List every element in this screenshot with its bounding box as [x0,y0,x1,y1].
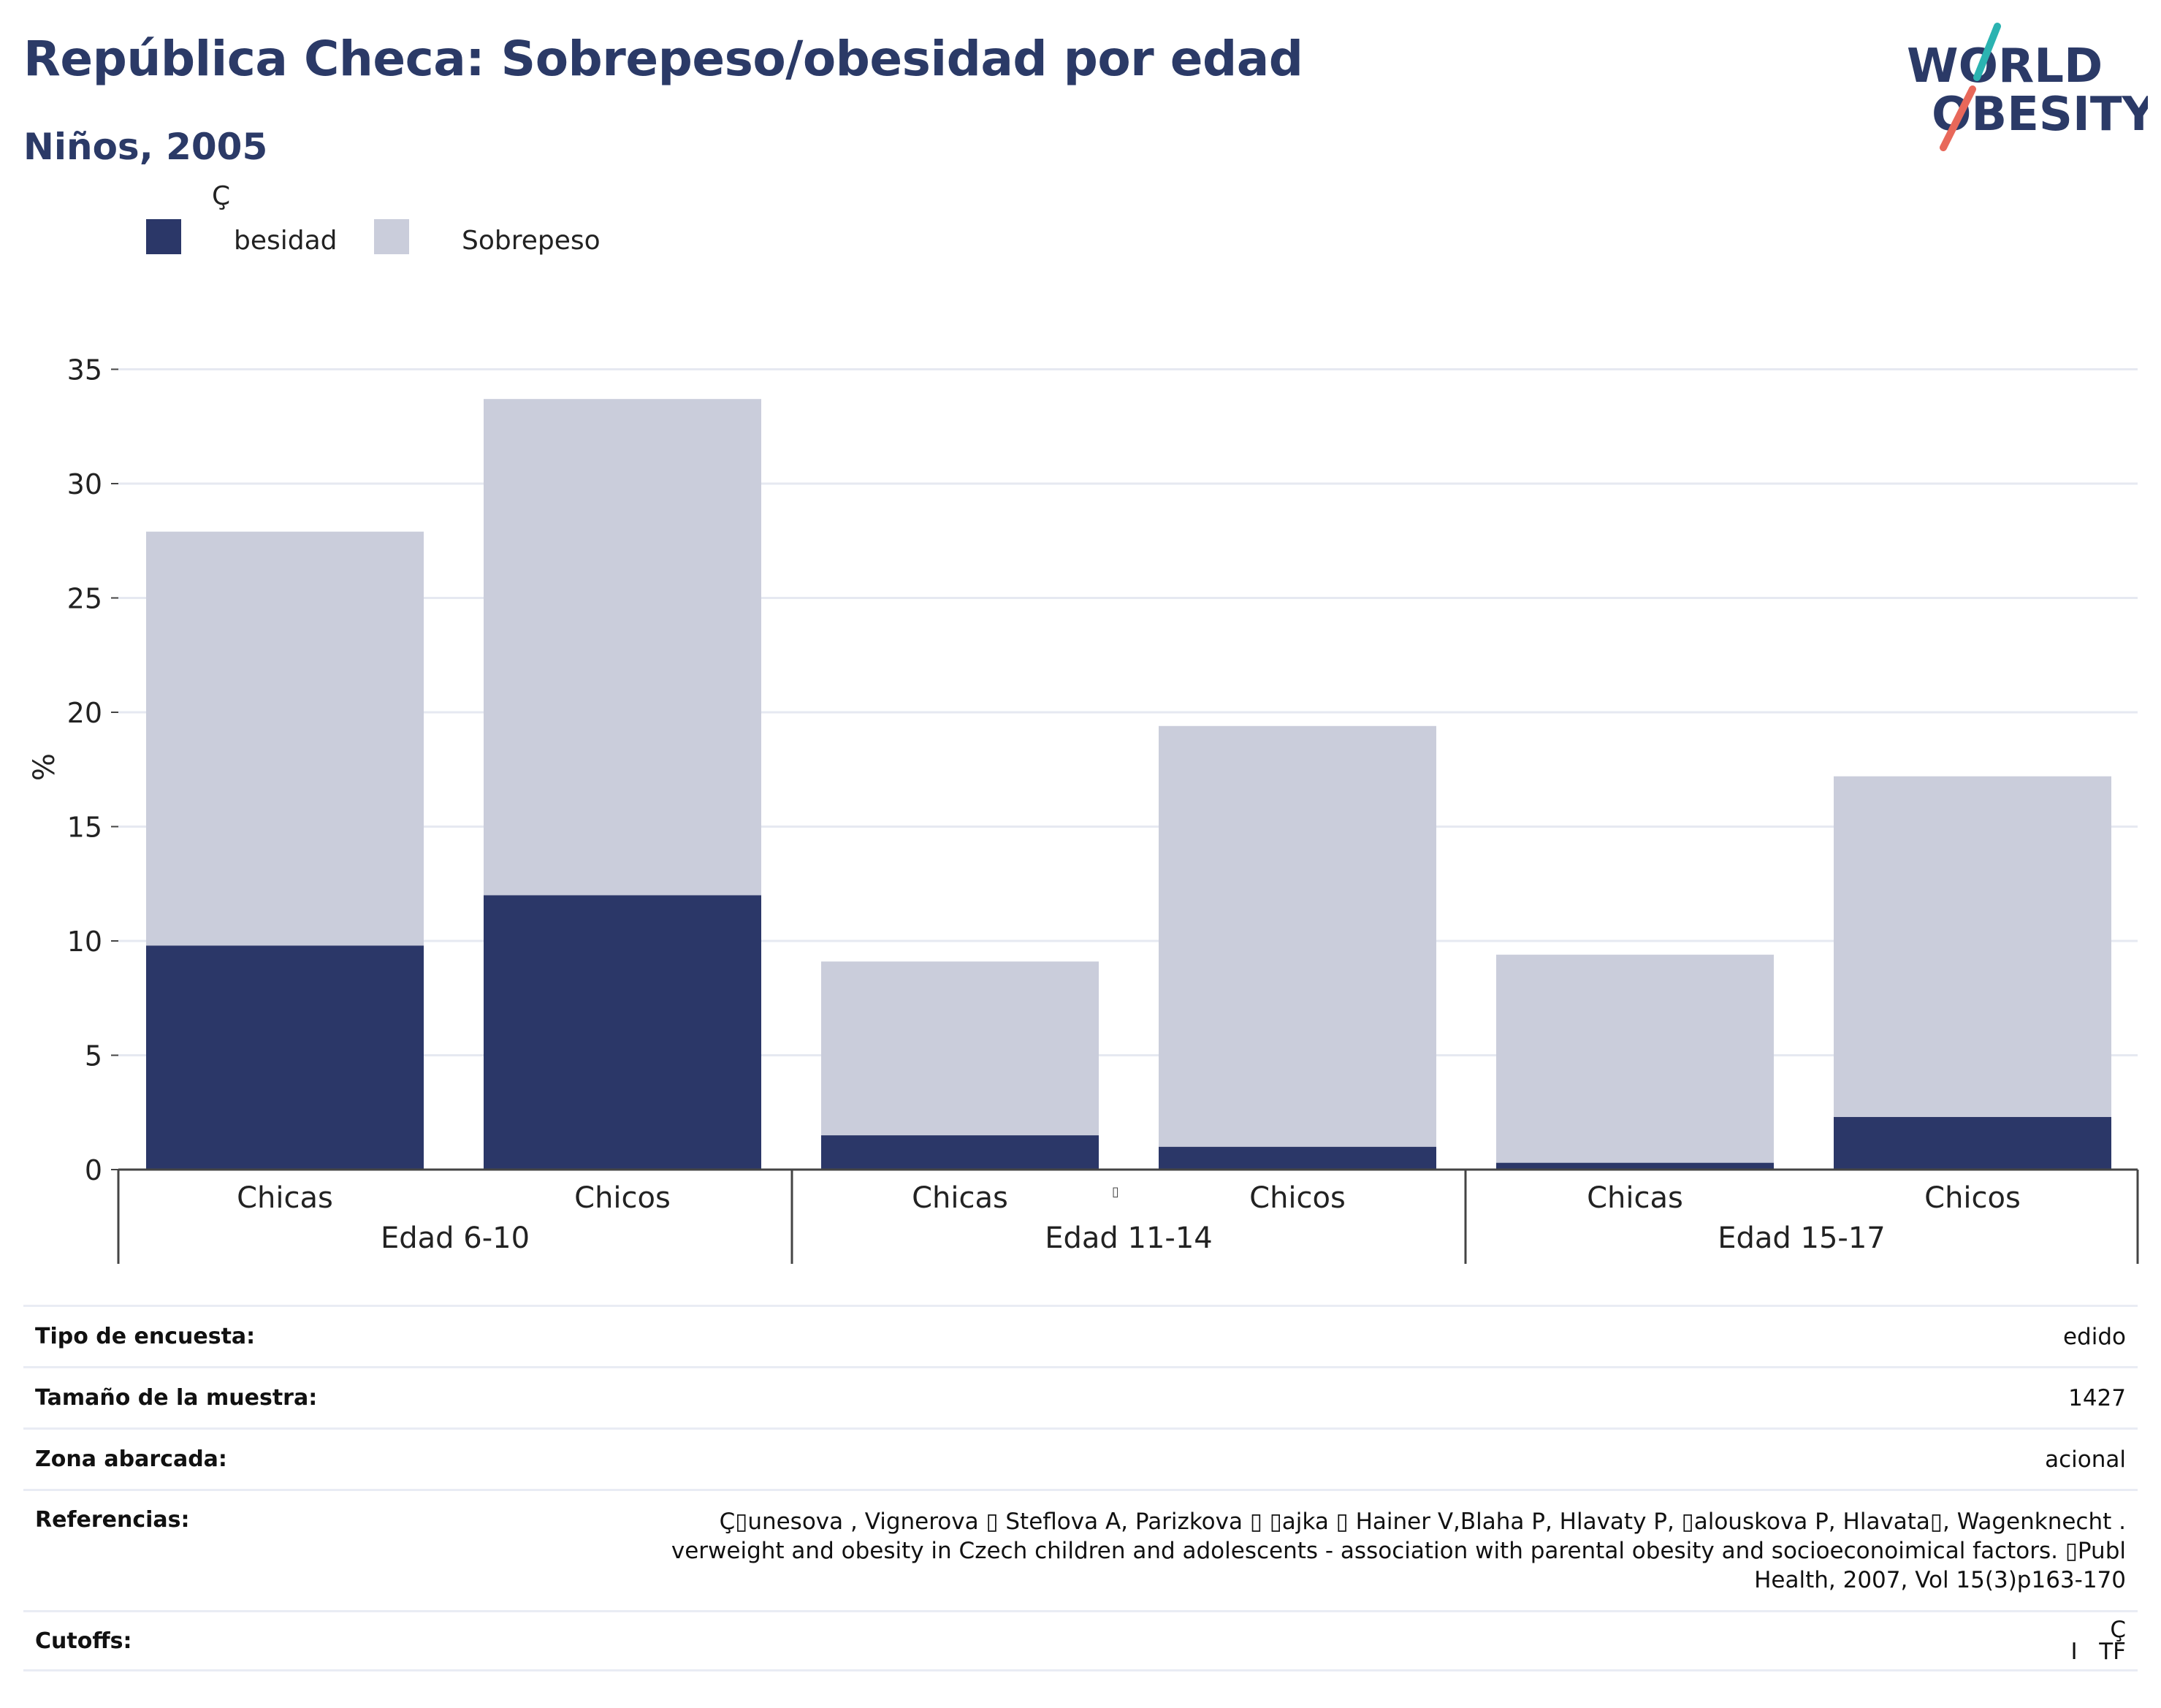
info-row-sample-size: Tamaño de la muestra: 1427 [23,1366,2138,1427]
x-category-label: Chicos [574,1181,671,1215]
x-group-label: Edad 11-14 [1045,1221,1213,1255]
logo-accent-coral [1940,85,1976,151]
legend-label-sobrepeso: Sobrepeso [462,226,601,256]
info-row-survey-type: Tipo de encuesta: edido [23,1305,2138,1366]
bar-obesidad [146,945,424,1170]
y-tick-label: 30 [67,468,102,500]
survey-type-value: edido [2062,1323,2126,1350]
chart-legend: Çbesidad Sobrepeso [146,181,601,256]
bar-sobrepeso [484,399,761,896]
x-category-label: Chicas [912,1181,1008,1215]
legend-swatch-sobrepeso [374,219,409,254]
legend-label-obesidad: Çbesidad [212,181,338,256]
chart-annotation: ▯ [1112,1184,1119,1200]
logo-line2: OBESITY [1932,88,2148,142]
info-row-area: Zona abarcada: acional [23,1427,2138,1489]
logo-accent-teal [1973,23,2001,81]
x-category-label: Chicos [1924,1181,2021,1215]
bar-sobrepeso [1834,776,2111,1118]
x-group-label: Edad 15-17 [1718,1221,1886,1255]
bar-sobrepeso [1496,954,1774,1163]
y-tick-label: 15 [67,812,102,844]
y-tick-label: 25 [67,583,102,615]
bar-obesidad [1159,1146,1436,1170]
world-obesity-logo: WORLD OBESITY [1907,23,2148,151]
survey-type-label: Tipo de encuesta: [35,1324,256,1349]
y-tick-label: 20 [67,697,102,729]
gridlines [118,368,2138,1056]
y-tick-label: 35 [67,354,102,386]
y-axis-label: % [28,753,61,781]
bar-sobrepeso [1159,725,1436,1147]
y-axis-ticks: 0 5 10 15 20 25 30 35 [67,354,118,1186]
survey-info-table: Tipo de encuesta: edido Tamaño de la mue… [23,1305,2138,1671]
x-category-label: Chicos [1249,1181,1346,1215]
bar-obesidad [821,1135,1099,1170]
logo-line1: WORLD [1907,39,2103,94]
legend-swatch-obesidad [146,219,181,254]
bar-obesidad [1496,1162,1774,1170]
info-row-cutoffs: Cutoffs: Ç I TF [23,1610,2138,1671]
sample-size-label: Tamaño de la muestra: [35,1385,318,1411]
y-tick-label: 10 [67,926,102,958]
y-tick-label: 0 [85,1154,102,1186]
references-label: Referencias: [35,1507,190,1533]
bar-sobrepeso [821,961,1099,1136]
bars [146,399,2111,1170]
bar-obesidad [484,895,761,1170]
chart-subtitle: Niños, 2005 [23,126,268,168]
area-value: acional [2045,1446,2126,1473]
sample-size-value: 1427 [2068,1384,2126,1411]
x-category-label: Chicas [1587,1181,1683,1215]
bar-sobrepeso [146,531,424,946]
y-tick-label: 5 [85,1040,102,1072]
x-axis: Chicas Chicos Chicas Chicos Chicas Chicos Edad… [117,1168,2139,1264]
chart-title: República Checa: Sobrepeso/obesidad por … [23,31,1303,87]
cutoffs-label: Cutoffs: [35,1628,132,1654]
bar-obesidad [1834,1117,2111,1170]
info-row-references: Referencias: Ç▯unesova , Vignerova ▯ Ste… [23,1489,2138,1610]
cutoffs-value: Ç I TF [2070,1617,2126,1665]
x-group-label: Edad 6-10 [381,1221,530,1255]
area-label: Zona abarcada: [35,1446,227,1472]
x-category-label: Chicas [237,1181,333,1215]
references-value: Ç▯unesova , Vignerova ▯ Steflova A, Pari… [671,1509,2126,1593]
